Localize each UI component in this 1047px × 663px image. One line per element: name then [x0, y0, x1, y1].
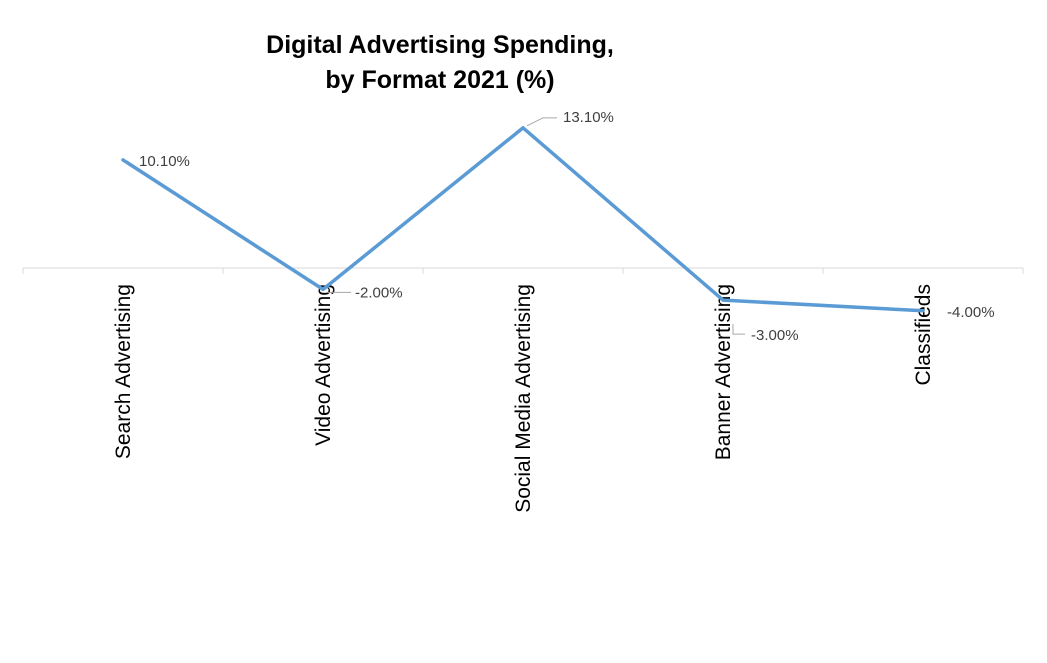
data-label: 13.10% — [563, 109, 614, 126]
category-label: Video Advertising — [312, 284, 335, 446]
chart-title-line-2: by Format 2021 (%) — [325, 66, 555, 94]
chart-title-line-1: Digital Advertising Spending, — [266, 31, 614, 59]
chart-title: Digital Advertising Spending, by Format … — [200, 28, 680, 98]
data-label-leader — [526, 117, 557, 127]
data-label: -3.00% — [751, 327, 799, 344]
category-label: Search Advertising — [112, 284, 135, 459]
data-label: 10.10% — [139, 153, 190, 170]
data-label: -2.00% — [355, 284, 403, 301]
category-label: Social Media Advertising — [512, 284, 535, 513]
data-label: -4.00% — [947, 304, 995, 321]
category-label: Classifieds — [912, 284, 935, 386]
data-label-leader — [732, 324, 745, 335]
series-line — [121, 126, 925, 313]
category-label: Banner Advertising — [712, 284, 735, 460]
